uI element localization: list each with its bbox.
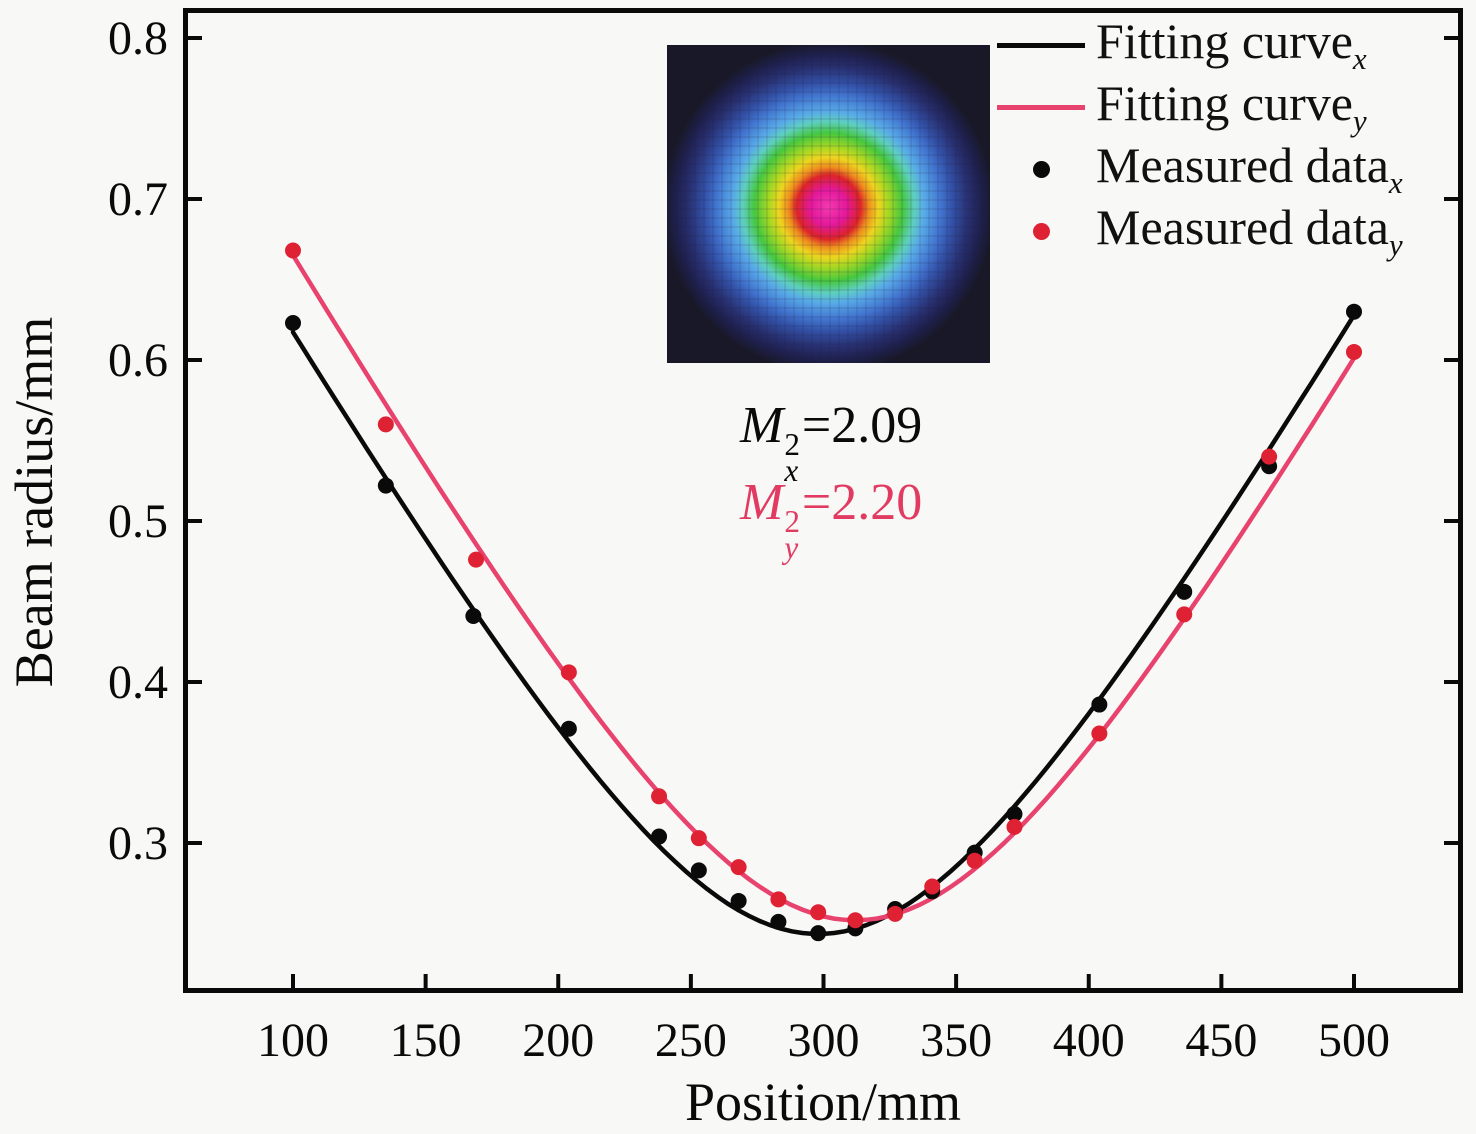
measured-data_y-point xyxy=(887,905,904,922)
x-tick-label: 250 xyxy=(655,1014,727,1067)
measured-data_y-point xyxy=(690,830,707,847)
legend: Fitting curvex Fitting curvey Measured d… xyxy=(996,14,1403,262)
legend-sample xyxy=(996,104,1086,110)
measured-data_x-point xyxy=(560,720,577,737)
legend-label: Fitting curve xyxy=(1096,75,1353,131)
measured-data_y-point xyxy=(847,912,864,929)
pink-line-sample xyxy=(997,104,1085,110)
measured-data_y-point xyxy=(924,878,941,895)
measured-data_y-point xyxy=(1261,448,1278,465)
measured-data_y-point xyxy=(468,551,485,568)
y-tick-label: 0.7 xyxy=(108,173,168,226)
measured-data_x-point xyxy=(465,607,482,624)
measured-data_x-point xyxy=(285,314,301,331)
legend-label: Fitting curve xyxy=(1096,13,1353,69)
x-tick-label: 500 xyxy=(1318,1014,1390,1067)
x-axis-title: Position/mm xyxy=(685,1072,961,1132)
measured-data_y-point xyxy=(1176,606,1193,623)
measured-data_x-point xyxy=(690,862,707,879)
measured-data_x-point xyxy=(1176,583,1193,600)
y-axis-title: Beam radius/mm xyxy=(4,317,64,687)
x-tick-label: 300 xyxy=(788,1014,860,1067)
legend-sample xyxy=(996,160,1086,178)
x-tick-label: 450 xyxy=(1185,1014,1257,1067)
measured-data_x-point xyxy=(1006,806,1023,823)
x-tick-label: 400 xyxy=(1053,1014,1125,1067)
measured-data_y-point xyxy=(966,852,983,869)
measured-data_x-point xyxy=(1091,696,1108,713)
measured-data_y-point xyxy=(730,859,747,876)
measured-data_x-point xyxy=(730,892,747,909)
x-tick-label: 200 xyxy=(522,1014,594,1067)
legend-label: Measured data xyxy=(1096,137,1389,193)
y-tick-label: 0.8 xyxy=(108,12,168,65)
y-tick-label: 0.6 xyxy=(108,334,168,387)
m2x-value: M 2 x =2.09 xyxy=(740,397,923,488)
measured-data_x-point xyxy=(770,913,787,930)
legend-sub: x xyxy=(1352,41,1367,76)
measured-data_x-point xyxy=(651,828,668,845)
legend-sample xyxy=(996,42,1086,48)
m2y-value: M 2 y =2.20 xyxy=(740,474,923,565)
measured-data_y-point xyxy=(285,242,301,259)
m2-annotations: M 2 x =2.09 M 2 y =2.20 xyxy=(740,396,923,565)
measured-data_y-point xyxy=(1346,343,1362,360)
y-tick-label: 0.5 xyxy=(108,495,168,548)
measured-data_y-point xyxy=(377,416,394,433)
measured-data_y-point xyxy=(560,664,577,681)
measured-data_y-point xyxy=(651,788,668,805)
measured-points xyxy=(285,242,1362,942)
x-tick-label: 350 xyxy=(920,1014,992,1067)
axis-ticks xyxy=(185,36,1461,991)
black-dot-sample xyxy=(1032,160,1050,178)
x-tick-label: 100 xyxy=(257,1014,329,1067)
x-tick-label: 150 xyxy=(390,1014,462,1067)
y-tick-label: 0.3 xyxy=(108,817,168,870)
measured-data_x-point xyxy=(1346,303,1362,320)
legend-sample xyxy=(996,222,1086,240)
measured-data_x-point xyxy=(377,477,394,494)
measured-data_y-point xyxy=(1006,818,1023,835)
black-line-sample xyxy=(997,42,1085,48)
legend-item-fitting-curve-y: Fitting curvey xyxy=(996,76,1403,138)
measured-data_y-point xyxy=(810,904,827,921)
red-dot-sample xyxy=(1032,222,1050,240)
legend-sub: x xyxy=(1388,165,1403,200)
measured-data_y-point xyxy=(770,891,787,908)
y-tick-label: 0.4 xyxy=(108,656,168,709)
legend-sub: y xyxy=(1388,227,1403,262)
legend-item-fitting-curve-x: Fitting curvex xyxy=(996,14,1403,76)
measured-data_x-point xyxy=(810,925,827,942)
axis-tick-labels: 100 150 200 250 300 350 400 450 500 0.3 0.4 0.5 0.6 0… xyxy=(108,12,1390,1067)
legend-item-measured-data-y: Measured datay xyxy=(996,200,1403,262)
legend-label: Measured data xyxy=(1096,199,1389,255)
measured-data_y-point xyxy=(1091,725,1108,742)
legend-sub: y xyxy=(1352,103,1367,138)
beam-profile-inset xyxy=(667,45,990,363)
legend-item-measured-data-x: Measured datax xyxy=(996,138,1403,200)
